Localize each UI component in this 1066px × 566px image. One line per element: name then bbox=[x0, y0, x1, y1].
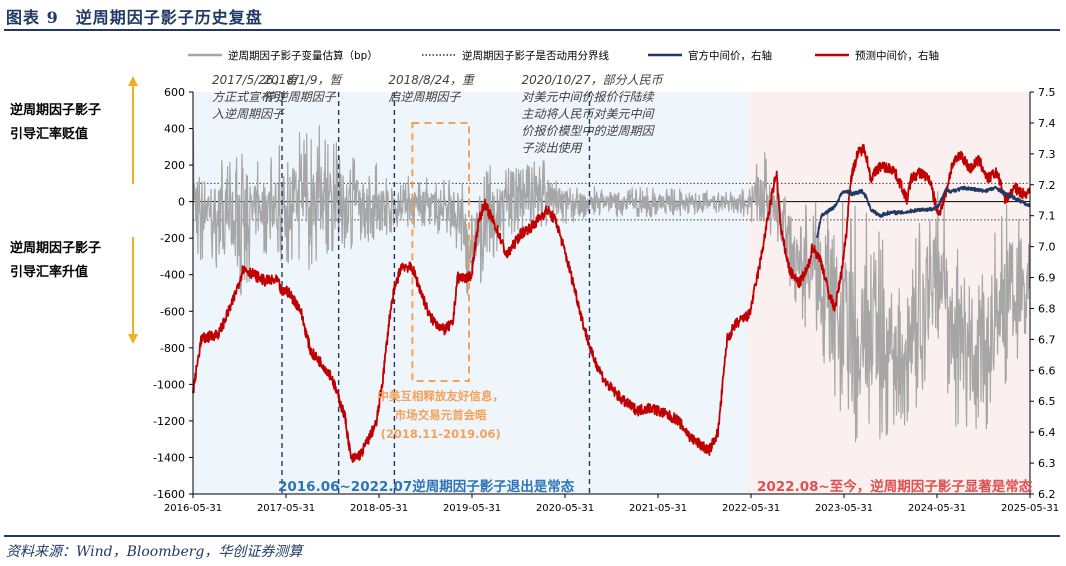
right-tick-label: 6.5 bbox=[1038, 395, 1056, 408]
x-tick-label: 2025-05-31 bbox=[1001, 503, 1059, 514]
right-tick-label: 7.2 bbox=[1038, 179, 1056, 192]
x-tick-label: 2016-05-31 bbox=[164, 503, 222, 514]
legend-entry-2: 逆周期因子影子是否动用分界线 bbox=[462, 49, 609, 62]
series-shadow-variable bbox=[192, 125, 1030, 443]
event-label-1-line: 2017/5/26，官 bbox=[212, 73, 300, 87]
event-label-4-line: 对美元中间价报价行陆续 bbox=[521, 90, 655, 104]
legend-entry-4: 预测中间价，右轴 bbox=[855, 49, 939, 62]
event-label-1-line: 方正式宣布引 bbox=[212, 90, 285, 104]
legend-entry-3: 官方中间价，右轴 bbox=[688, 49, 772, 62]
x-tick-label: 2019-05-31 bbox=[443, 503, 501, 514]
event-label-4-line: 主动将人民币对美元中间 bbox=[521, 107, 655, 121]
highlight-caption-line: 中美互相释放友好信息， bbox=[377, 389, 504, 403]
right-tick-label: 6.8 bbox=[1038, 302, 1056, 315]
right-tick-label: 6.9 bbox=[1038, 272, 1056, 285]
phase-2-background bbox=[747, 92, 1030, 494]
phase-2-label: 2022.08~至今，逆周期因子影子显著是常态 bbox=[757, 478, 1033, 495]
left-tick-label: 200 bbox=[164, 159, 185, 172]
legend: 逆周期因子影子变量估算（bp） 逆周期因子影子是否动用分界线 官方中间价，右轴 预测中… bbox=[188, 49, 939, 62]
event-label-4-line: 2020/10/27，部分人民币 bbox=[521, 73, 664, 87]
event-label-2-line: 2018/1/9，暂 bbox=[264, 73, 344, 87]
left-tick-label: -1000 bbox=[153, 378, 185, 391]
left-tick-label: -800 bbox=[160, 342, 185, 355]
event-label-3-line: 2018/8/24，重 bbox=[388, 73, 476, 87]
right-tick-label: 7.4 bbox=[1038, 117, 1056, 130]
right-tick-label: 6.7 bbox=[1038, 333, 1056, 346]
series-official-fixing bbox=[816, 185, 1031, 239]
highlight-box bbox=[411, 122, 471, 382]
right-tick-label: 7.1 bbox=[1038, 210, 1056, 223]
x-tick-label: 2017-05-31 bbox=[257, 503, 315, 514]
left-tick-label: 600 bbox=[164, 86, 185, 99]
left-tick-label: 0 bbox=[178, 196, 185, 209]
event-label-3-line: 启逆周期因子 bbox=[388, 90, 461, 104]
x-tick-label: 2020-05-31 bbox=[536, 503, 594, 514]
highlight-caption-line: 市场交易元首会晤 bbox=[395, 408, 487, 422]
event-label-2-line: 停逆周期因子 bbox=[264, 90, 337, 104]
highlight-caption-line: (2018.11-2019.06) bbox=[381, 427, 501, 441]
title-rule bbox=[4, 29, 1060, 31]
event-label-1-line: 入逆周期因子 bbox=[212, 107, 285, 121]
left-tick-label: -600 bbox=[160, 305, 185, 318]
bottom-rule bbox=[4, 535, 1060, 537]
chart: 600 400 200 0 -200 -400 -600 -800 -1000 -1200 -140… bbox=[10, 49, 1059, 514]
x-tick-label: 2024-05-31 bbox=[908, 503, 966, 514]
x-tick-label: 2018-05-31 bbox=[350, 503, 408, 514]
series-predicted-fixing bbox=[192, 143, 1031, 464]
left-tick-label: -1200 bbox=[153, 415, 185, 428]
depreciation-arrow-head bbox=[128, 76, 138, 86]
official-fixing-line bbox=[816, 185, 1031, 239]
legend-entry-1: 逆周期因子影子变量估算（bp） bbox=[228, 49, 378, 62]
appreciation-arrow-head bbox=[128, 334, 138, 344]
phase-1-label: 2016.06~2022.07逆周期因子影子退出是常态 bbox=[278, 478, 575, 495]
right-tick-label: 7.3 bbox=[1038, 148, 1056, 161]
figure-title: 图表 9 逆周期因子影子历史复盘 bbox=[6, 8, 263, 27]
right-tick-label: 6.2 bbox=[1038, 488, 1056, 501]
event-label-4-line: 子淡出使用 bbox=[521, 141, 582, 155]
side-label-appreciation-line: 引导汇率升值 bbox=[10, 264, 88, 280]
left-tick-label: -400 bbox=[160, 269, 185, 282]
right-tick-label: 7.5 bbox=[1038, 86, 1056, 99]
right-tick-label: 6.6 bbox=[1038, 364, 1056, 377]
axes: 600 400 200 0 -200 -400 -600 -800 -1000 -1200 -140… bbox=[153, 86, 1059, 514]
side-label-appreciation-line: 逆周期因子影子 bbox=[10, 240, 101, 256]
side-label-depreciation-line: 引导汇率贬值 bbox=[10, 126, 88, 142]
x-tick-label: 2023-05-31 bbox=[815, 503, 873, 514]
right-tick-label: 6.3 bbox=[1038, 457, 1056, 470]
left-tick-label: -1400 bbox=[153, 451, 185, 464]
left-tick-label: -200 bbox=[160, 232, 185, 245]
right-tick-label: 7.0 bbox=[1038, 241, 1056, 254]
shadow-variable-line bbox=[192, 125, 1030, 443]
x-tick-label: 2021-05-31 bbox=[629, 503, 687, 514]
source-note: 资料来源：Wind，Bloomberg，华创证券测算 bbox=[6, 544, 303, 560]
left-tick-label: -1600 bbox=[153, 488, 185, 501]
side-label-depreciation-line: 逆周期因子影子 bbox=[10, 102, 101, 118]
left-tick-label: 400 bbox=[164, 123, 185, 136]
right-tick-label: 6.4 bbox=[1038, 426, 1056, 439]
event-label-4-line: 价报价模型中的逆周期因 bbox=[521, 124, 655, 138]
highlight-box-rect bbox=[411, 122, 471, 382]
predicted-fixing-line bbox=[192, 143, 1031, 464]
x-tick-label: 2022-05-31 bbox=[722, 503, 780, 514]
